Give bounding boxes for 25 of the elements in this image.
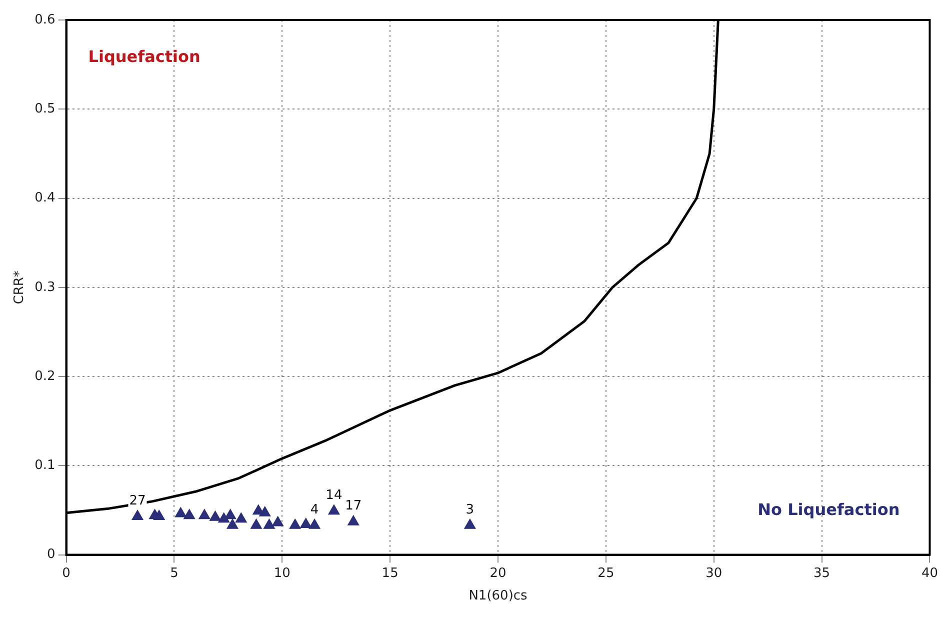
- y-tick-label: 0.3: [34, 280, 56, 295]
- y-tick-label: 0.2: [34, 368, 56, 384]
- y-tick-label: 0.5: [34, 102, 56, 117]
- annotation: No Liquefaction: [758, 500, 900, 519]
- y-axis-title: CRR*: [12, 270, 28, 304]
- x-tick-label: 35: [814, 566, 830, 581]
- annotation: 17: [345, 498, 362, 514]
- annotation: 14: [326, 488, 342, 503]
- annotation: 3: [466, 502, 474, 518]
- x-axis-title: N1(60)cs: [468, 588, 528, 604]
- x-tick-label: 0: [62, 566, 70, 581]
- annotation: 27: [129, 493, 146, 508]
- y-tick-label: 0.1: [34, 458, 56, 474]
- annotation: Liquefaction: [88, 47, 200, 66]
- x-tick-label: 30: [706, 566, 722, 581]
- y-tick-label: 0.6: [34, 12, 56, 28]
- x-tick-label: 20: [490, 566, 506, 581]
- x-tick-label: 10: [274, 566, 290, 581]
- x-tick-label: 5: [170, 566, 178, 581]
- x-tick-label: 40: [921, 566, 938, 581]
- x-tick-label: 25: [598, 566, 614, 581]
- y-tick-label: 0.4: [34, 190, 56, 206]
- y-tick-label: 0: [46, 547, 56, 562]
- x-tick-label: 15: [382, 566, 398, 581]
- annotation: 4: [310, 502, 319, 518]
